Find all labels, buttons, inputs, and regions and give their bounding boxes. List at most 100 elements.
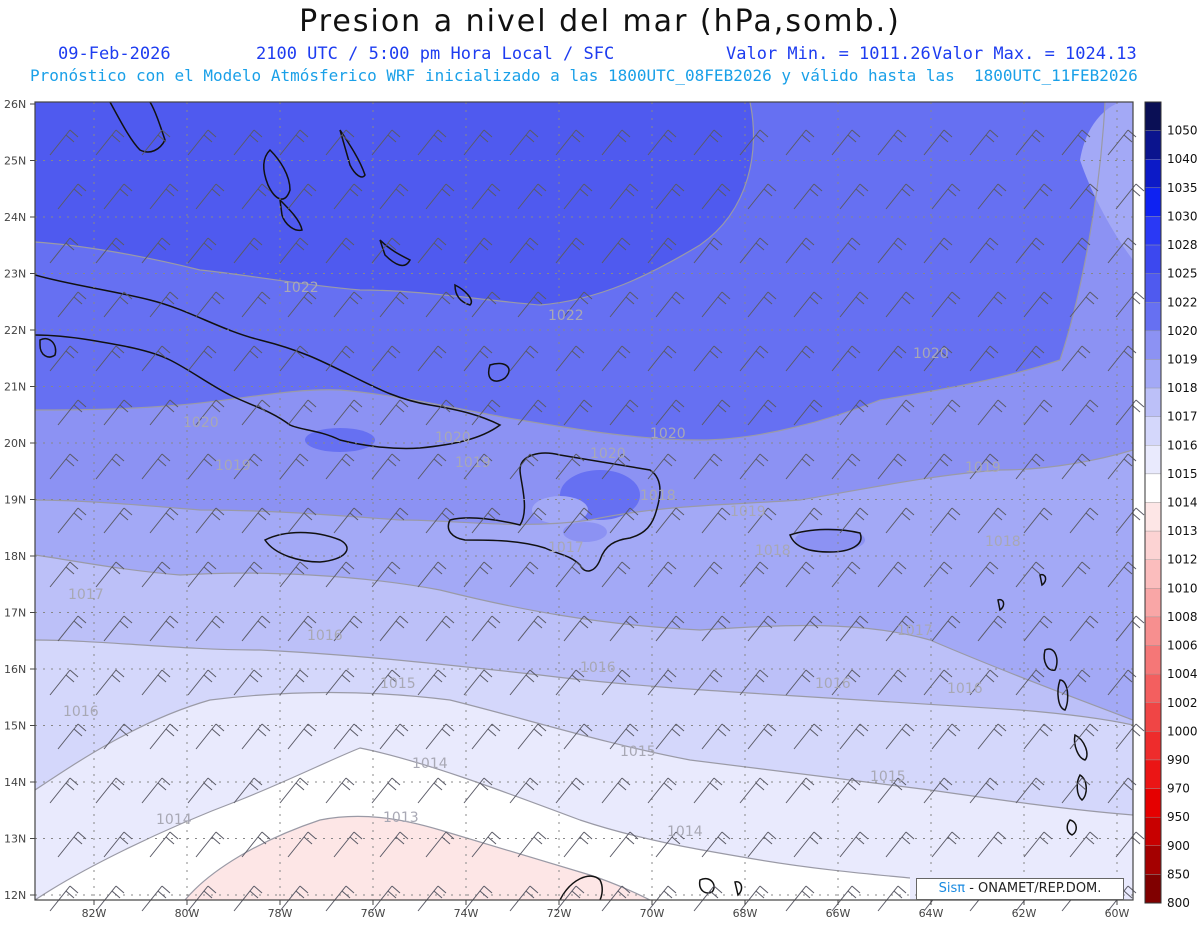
wind-barb xyxy=(785,669,815,696)
wind-barb xyxy=(279,129,309,156)
wind-barb xyxy=(785,561,815,588)
wind-barb xyxy=(233,129,263,156)
wind-barb xyxy=(233,237,263,264)
colorbar-swatch xyxy=(1144,702,1162,732)
wind-barb xyxy=(379,183,409,210)
colorbar-frame xyxy=(1144,101,1162,904)
wind-barb xyxy=(1061,129,1091,156)
colorbar-label: 1017 xyxy=(1167,410,1198,424)
wind-barb xyxy=(187,129,217,156)
colorbar-label: 1014 xyxy=(1167,496,1198,510)
wind-barb xyxy=(49,669,79,696)
wind-barb xyxy=(241,291,271,318)
wind-barb xyxy=(785,345,815,372)
wind-barb xyxy=(141,345,171,372)
wind-barb xyxy=(149,183,179,210)
colorbar-label: 800 xyxy=(1167,896,1190,910)
wind-barb xyxy=(701,399,731,426)
wind-barb xyxy=(241,399,271,426)
wind-barb xyxy=(693,453,723,480)
wind-barb xyxy=(425,399,455,426)
wind-barb xyxy=(517,183,547,210)
wind-barb xyxy=(417,453,447,480)
wind-barb xyxy=(95,345,125,372)
isobar-label: 1018 xyxy=(755,543,791,559)
wind-barb xyxy=(969,129,999,156)
wind-barb xyxy=(739,237,769,264)
wind-barb xyxy=(379,399,409,426)
wind-barb xyxy=(287,183,317,210)
wind-barb xyxy=(739,669,769,696)
wind-barb xyxy=(1023,399,1053,426)
wind-barb xyxy=(923,453,953,480)
wind-barb xyxy=(141,885,171,912)
colorbar-label: 850 xyxy=(1167,867,1190,881)
lat-label: 15N xyxy=(4,720,26,733)
wind-barb xyxy=(417,561,447,588)
wind-barb xyxy=(425,831,455,858)
wind-barb xyxy=(1061,345,1091,372)
wind-barb xyxy=(287,507,317,534)
wind-barb xyxy=(287,399,317,426)
wind-barb xyxy=(655,723,685,750)
wind-barb xyxy=(877,237,907,264)
wind-barb xyxy=(923,777,953,804)
wind-barb xyxy=(609,399,639,426)
wind-barb xyxy=(57,291,87,318)
wind-barb xyxy=(279,561,309,588)
isobar-label: 1016 xyxy=(63,704,99,720)
wind-barb xyxy=(969,561,999,588)
colorbar-swatch xyxy=(1144,273,1162,303)
wind-barb xyxy=(95,669,125,696)
wind-barb xyxy=(471,291,501,318)
wind-barb xyxy=(49,345,79,372)
colorbar-label: 1019 xyxy=(1167,352,1198,366)
wind-barb xyxy=(877,129,907,156)
wind-barb xyxy=(57,399,87,426)
forecast-date: 09-Feb-2026 xyxy=(58,44,171,64)
colorbar-swatch xyxy=(1144,816,1162,846)
colorbar-swatch xyxy=(1144,588,1162,618)
wind-barb xyxy=(693,129,723,156)
wind-barb xyxy=(1069,399,1099,426)
wind-barb xyxy=(969,237,999,264)
wind-barb xyxy=(195,615,225,642)
wind-barb xyxy=(977,723,1007,750)
wind-barb xyxy=(839,507,869,534)
isobar-label: 1014 xyxy=(156,812,192,828)
wind-barb xyxy=(463,561,493,588)
wind-barb xyxy=(1023,615,1053,642)
wind-barb xyxy=(95,237,125,264)
wind-barb xyxy=(149,507,179,534)
wind-barb xyxy=(141,453,171,480)
wind-barb xyxy=(877,453,907,480)
wind-barb xyxy=(195,723,225,750)
lat-label: 12N xyxy=(4,889,26,902)
wind-barb xyxy=(241,723,271,750)
wind-barb xyxy=(747,723,777,750)
wind-barb xyxy=(57,183,87,210)
wind-barb xyxy=(287,291,317,318)
pressure-shading xyxy=(35,102,1133,900)
wind-barb xyxy=(785,237,815,264)
wind-barb xyxy=(325,777,355,804)
wind-barb xyxy=(655,831,685,858)
wind-barb xyxy=(747,831,777,858)
wind-barb xyxy=(739,345,769,372)
wind-barb xyxy=(325,885,355,912)
wind-barb xyxy=(95,885,125,912)
wind-barb xyxy=(517,615,547,642)
wind-barb xyxy=(1023,831,1053,858)
wind-barb xyxy=(371,885,401,912)
wind-barb xyxy=(103,183,133,210)
wind-barb xyxy=(693,777,723,804)
wind-barb xyxy=(701,291,731,318)
colorbar-label: 1012 xyxy=(1167,553,1198,567)
wind-barb xyxy=(1015,237,1045,264)
wind-barb xyxy=(555,669,585,696)
colorbar-swatch xyxy=(1144,559,1162,589)
colorbar-swatch xyxy=(1144,216,1162,246)
isobar-label: 1022 xyxy=(283,280,319,296)
plot-frame xyxy=(34,101,1134,901)
